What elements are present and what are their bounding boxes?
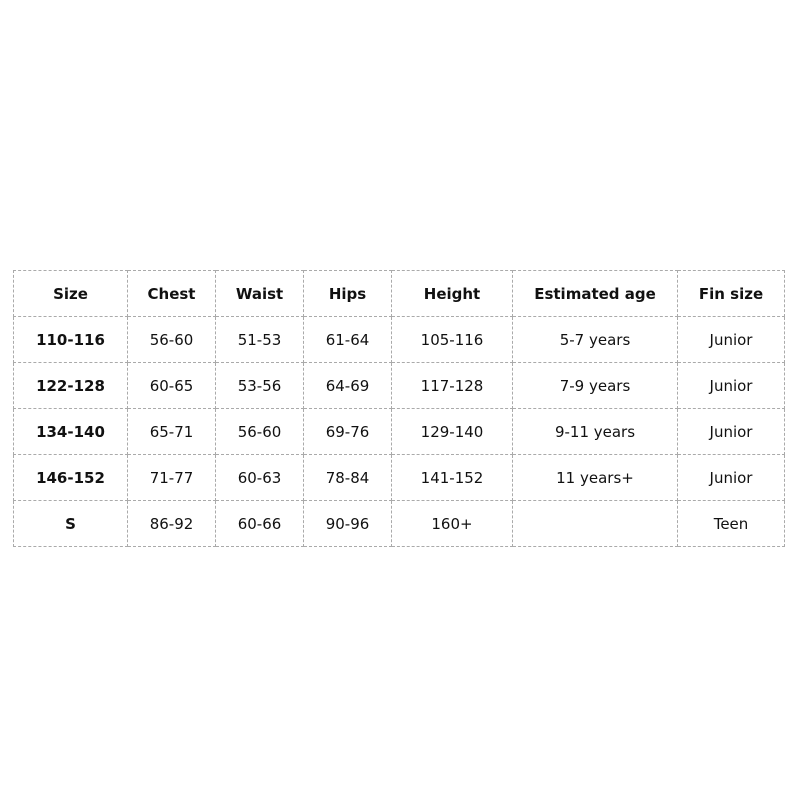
header-waist: Waist	[215, 270, 304, 317]
cell-fin-size: Junior	[677, 316, 785, 363]
cell-size: 134-140	[13, 408, 128, 455]
cell-height: 141-152	[391, 454, 513, 501]
cell-chest: 60-65	[127, 362, 216, 409]
cell-fin-size: Teen	[677, 500, 785, 547]
cell-fin-size: Junior	[677, 454, 785, 501]
cell-estimated-age: 11 years+	[512, 454, 678, 501]
cell-waist: 60-66	[215, 500, 304, 547]
cell-chest: 65-71	[127, 408, 216, 455]
cell-fin-size: Junior	[677, 408, 785, 455]
table-row: 110-116 56-60 51-53 61-64 105-116 5-7 years Ju…	[13, 316, 785, 363]
cell-waist: 56-60	[215, 408, 304, 455]
header-chest: Chest	[127, 270, 216, 317]
cell-height: 129-140	[391, 408, 513, 455]
header-row: Size Chest Waist Hips Height Estimated age Fin…	[13, 270, 785, 317]
cell-chest: 71-77	[127, 454, 216, 501]
size-chart-table: Size Chest Waist Hips Height Estimated age Fin…	[13, 270, 785, 547]
cell-size: S	[13, 500, 128, 547]
cell-estimated-age: 7-9 years	[512, 362, 678, 409]
cell-size: 110-116	[13, 316, 128, 363]
cell-chest: 86-92	[127, 500, 216, 547]
cell-height: 105-116	[391, 316, 513, 363]
cell-hips: 61-64	[303, 316, 392, 363]
cell-hips: 78-84	[303, 454, 392, 501]
cell-waist: 60-63	[215, 454, 304, 501]
cell-hips: 69-76	[303, 408, 392, 455]
cell-hips: 90-96	[303, 500, 392, 547]
cell-estimated-age	[512, 500, 678, 547]
cell-height: 117-128	[391, 362, 513, 409]
cell-size: 122-128	[13, 362, 128, 409]
header-hips: Hips	[303, 270, 392, 317]
cell-estimated-age: 9-11 years	[512, 408, 678, 455]
table-row: 122-128 60-65 53-56 64-69 117-128 7-9 years Ju…	[13, 362, 785, 409]
cell-hips: 64-69	[303, 362, 392, 409]
header-fin-size: Fin size	[677, 270, 785, 317]
cell-waist: 53-56	[215, 362, 304, 409]
cell-estimated-age: 5-7 years	[512, 316, 678, 363]
header-height: Height	[391, 270, 513, 317]
table-row: S 86-92 60-66 90-96 160+ Teen	[13, 500, 785, 547]
cell-chest: 56-60	[127, 316, 216, 363]
header-estimated-age: Estimated age	[512, 270, 678, 317]
cell-size: 146-152	[13, 454, 128, 501]
cell-height: 160+	[391, 500, 513, 547]
table-row: 146-152 71-77 60-63 78-84 141-152 11 years+ Ju…	[13, 454, 785, 501]
cell-waist: 51-53	[215, 316, 304, 363]
cell-fin-size: Junior	[677, 362, 785, 409]
table-row: 134-140 65-71 56-60 69-76 129-140 9-11 years J…	[13, 408, 785, 455]
header-size: Size	[13, 270, 128, 317]
